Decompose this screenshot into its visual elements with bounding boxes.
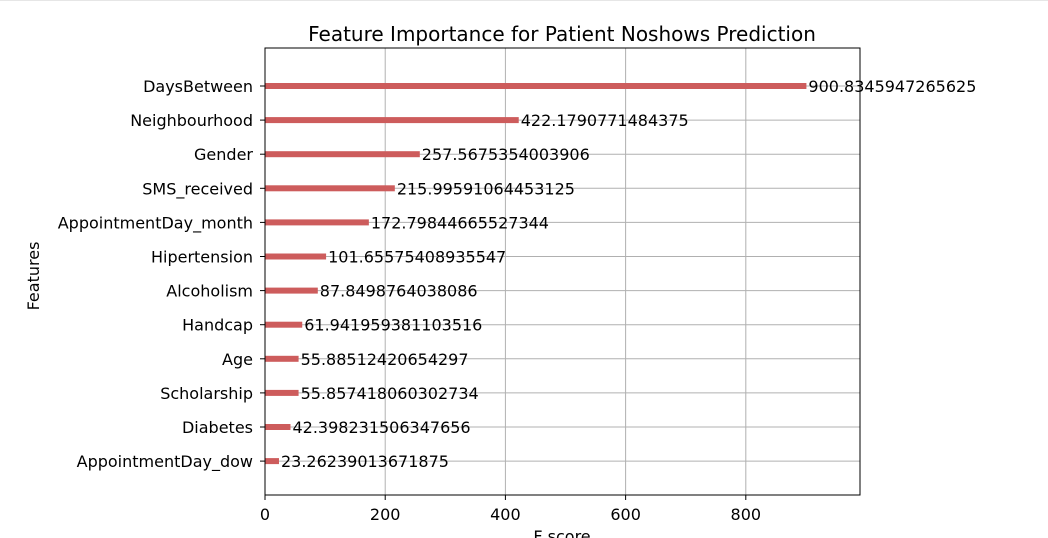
- data-label: 422.1790771484375: [521, 111, 689, 130]
- x-tick-label: 800: [731, 505, 762, 524]
- bars: [265, 83, 807, 465]
- x-tick-label: 0: [260, 505, 270, 524]
- data-label: 55.88512420654297: [301, 350, 469, 369]
- bar: [265, 355, 299, 362]
- bar: [265, 83, 807, 89]
- y-tick-label: DaysBetween: [143, 77, 253, 96]
- bar: [265, 424, 291, 430]
- data-label: 101.65575408935547: [328, 248, 506, 267]
- bar: [265, 253, 327, 260]
- x-tick-label: 400: [490, 505, 521, 524]
- data-label: 172.79844665527344: [371, 213, 549, 232]
- chart-title: Feature Importance for Patient Noshows P…: [308, 22, 816, 46]
- bar: [265, 287, 318, 294]
- y-tick-label: Diabetes: [182, 418, 253, 437]
- y-tick-label: Age: [222, 350, 253, 369]
- data-label: 23.26239013671875: [281, 452, 449, 471]
- y-tick-label: Neighbourhood: [130, 111, 253, 130]
- y-tick-label: Handcap: [182, 316, 253, 335]
- data-label: 257.5675354003906: [422, 145, 590, 164]
- x-axis-ticks: 0 200 400 600 800: [260, 495, 761, 524]
- y-axis-ticks: DaysBetween Neighbourhood Gender SMS_receiv…: [58, 77, 265, 472]
- data-label: 42.398231506347656: [292, 418, 470, 437]
- data-label: 61.941959381103516: [304, 316, 482, 335]
- y-tick-label: SMS_received: [142, 179, 253, 199]
- top-border: [0, 0, 1048, 1]
- data-label: 87.8498764038086: [320, 282, 478, 301]
- plot-frame: [264, 47, 861, 496]
- y-tick-label: Gender: [194, 145, 253, 164]
- x-tick-label: 200: [370, 505, 401, 524]
- bar: [265, 185, 395, 192]
- y-tick-label: Alcoholism: [166, 282, 253, 301]
- y-tick-label: AppointmentDay_month: [58, 213, 253, 233]
- bar: [265, 458, 279, 465]
- bar: [265, 389, 299, 396]
- x-tick-label: 600: [610, 505, 641, 524]
- bar: [265, 219, 369, 226]
- y-axis-label: Features: [24, 242, 43, 311]
- value-labels: 900.8345947265625 422.1790771484375 257.56…: [281, 77, 976, 471]
- y-tick-label: AppointmentDay_dow: [77, 452, 253, 472]
- y-tick-label: Hipertension: [151, 248, 253, 267]
- data-label: 900.8345947265625: [808, 77, 976, 96]
- x-axis-label: F score: [533, 527, 590, 538]
- y-tick-label: Scholarship: [160, 384, 253, 403]
- data-label: 55.857418060302734: [301, 384, 479, 403]
- bar: [265, 151, 420, 158]
- bar: [265, 321, 303, 328]
- data-label: 215.99591064453125: [397, 179, 575, 198]
- bar: [265, 117, 519, 124]
